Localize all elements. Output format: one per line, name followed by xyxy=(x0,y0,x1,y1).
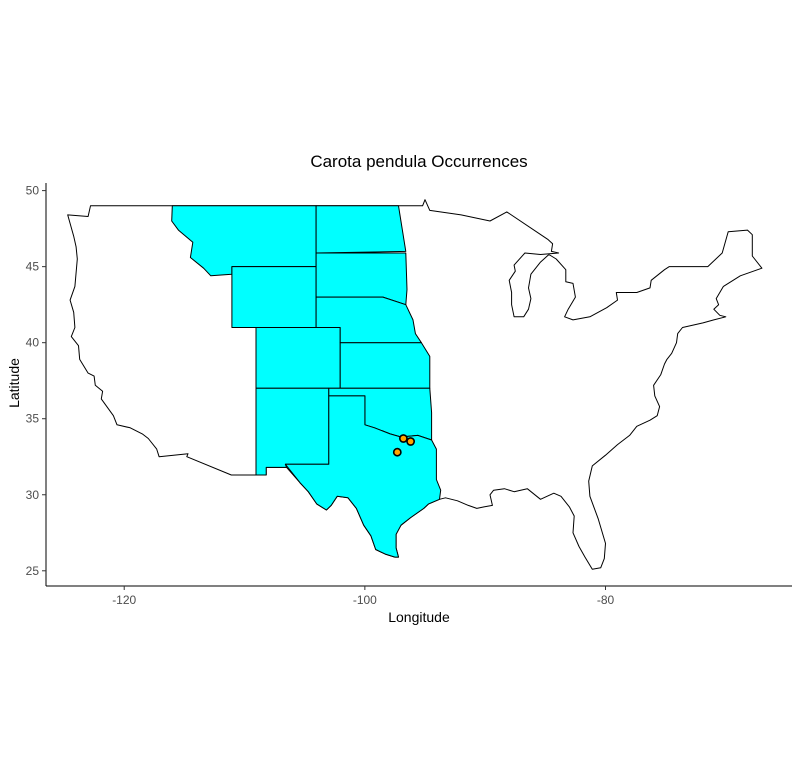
state-new-mexico xyxy=(255,387,330,476)
map-layer xyxy=(67,199,763,570)
state-north-dakota xyxy=(315,205,407,254)
x-tick-label: -100 xyxy=(353,593,377,607)
x-tick-label: -120 xyxy=(112,593,136,607)
y-tick-label: 50 xyxy=(26,184,40,198)
axes xyxy=(42,183,792,590)
points-layer xyxy=(392,434,415,457)
y-tick-label: 45 xyxy=(26,260,40,274)
state-colorado xyxy=(255,327,341,389)
state-nebraska xyxy=(315,296,422,344)
state-kansas xyxy=(339,342,431,389)
y-axis-label: Latitude xyxy=(6,358,22,408)
state-texas xyxy=(284,395,442,558)
y-tick-label: 40 xyxy=(26,336,40,350)
y-tick-label: 35 xyxy=(26,412,40,426)
state-wyoming xyxy=(231,266,317,328)
occurrence-point xyxy=(406,437,415,446)
x-axis-label: Longitude xyxy=(388,609,450,625)
occurrence-point xyxy=(398,434,408,443)
y-tick-label: 25 xyxy=(26,564,40,578)
chart-title: Carota pendula Occurrences xyxy=(310,152,527,171)
x-tick-label: -80 xyxy=(597,593,615,607)
occurrence-point xyxy=(392,447,402,457)
y-tick-label: 30 xyxy=(26,488,40,502)
